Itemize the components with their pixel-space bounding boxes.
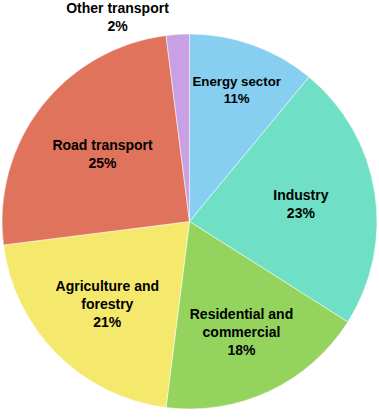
svg-text:Other transport2%: Other transport2% <box>66 0 169 34</box>
svg-text:Industry23%: Industry23% <box>273 187 328 221</box>
svg-text:Energy sector11%: Energy sector11% <box>192 74 280 106</box>
svg-text:Residential andcommercial18%: Residential andcommercial18% <box>190 306 293 358</box>
svg-text:Agriculture andforestry21%: Agriculture andforestry21% <box>56 278 159 330</box>
svg-text:Road transport25%: Road transport25% <box>52 137 153 171</box>
